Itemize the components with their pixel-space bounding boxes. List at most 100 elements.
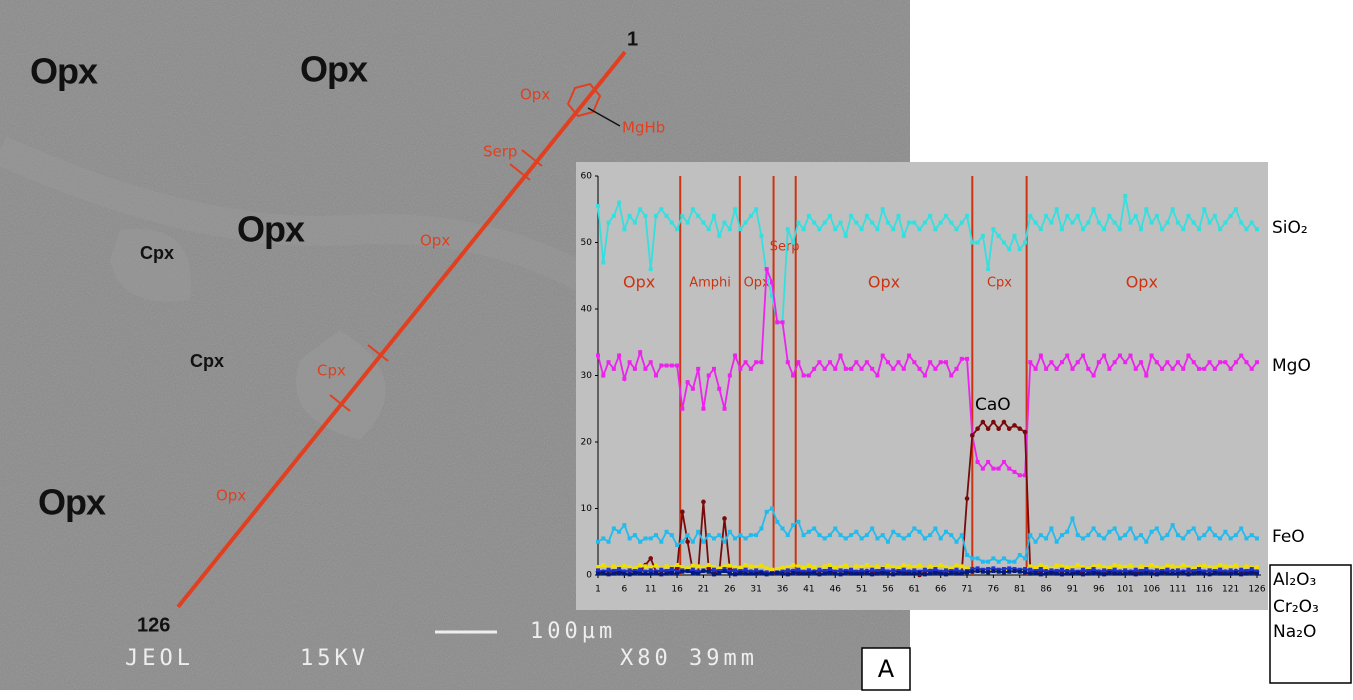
mineral-label: Cpx xyxy=(190,351,224,371)
data-point xyxy=(1160,571,1165,576)
data-point xyxy=(875,569,880,574)
data-point xyxy=(1244,569,1249,574)
data-point xyxy=(954,227,959,232)
x-tick-label: 101 xyxy=(1117,585,1134,595)
x-tick-label: 61 xyxy=(909,585,920,595)
trace-label: Opx xyxy=(520,86,550,104)
trace-label: Cpx xyxy=(317,362,346,380)
x-tick-label: 36 xyxy=(777,585,789,595)
data-point xyxy=(680,213,685,218)
data-point xyxy=(1123,193,1128,198)
data-point xyxy=(933,227,938,232)
data-point xyxy=(1054,366,1059,371)
data-point xyxy=(933,366,938,371)
data-point xyxy=(780,526,785,531)
data-point xyxy=(1128,526,1133,531)
data-point xyxy=(1070,220,1075,225)
data-point xyxy=(596,565,600,570)
data-point xyxy=(938,220,943,225)
data-point xyxy=(659,567,664,572)
data-point xyxy=(1149,353,1154,358)
data-point xyxy=(759,526,764,531)
data-point xyxy=(1107,571,1112,576)
data-point xyxy=(806,571,811,576)
data-point xyxy=(1038,227,1043,232)
y-tick-label: 10 xyxy=(581,504,593,514)
data-point xyxy=(1154,526,1159,531)
data-point xyxy=(1128,571,1133,576)
data-point xyxy=(801,227,806,232)
data-point xyxy=(627,568,632,573)
data-point xyxy=(938,571,943,576)
data-point xyxy=(870,220,875,225)
data-point xyxy=(1249,366,1254,371)
data-point xyxy=(885,539,890,544)
data-point xyxy=(959,220,964,225)
data-point xyxy=(611,526,616,531)
data-point xyxy=(975,240,980,245)
data-point xyxy=(801,373,806,378)
data-point xyxy=(1233,360,1238,365)
data-point xyxy=(1059,564,1064,569)
data-point xyxy=(743,567,748,572)
data-point xyxy=(717,566,722,571)
data-point xyxy=(975,459,980,464)
data-point xyxy=(949,533,954,538)
data-point xyxy=(822,569,827,574)
data-point xyxy=(632,571,637,576)
data-point xyxy=(949,373,954,378)
data-point xyxy=(1202,533,1207,538)
data-point xyxy=(980,233,985,238)
data-point xyxy=(833,366,838,371)
data-point xyxy=(959,564,964,569)
data-point xyxy=(1197,536,1202,541)
data-point xyxy=(738,571,743,576)
data-point xyxy=(1065,213,1070,218)
data-point xyxy=(1091,567,1096,572)
data-point xyxy=(964,496,970,501)
data-point xyxy=(1065,565,1070,570)
data-point xyxy=(685,569,690,574)
data-point xyxy=(1202,563,1207,568)
y-tick-label: 30 xyxy=(581,371,593,381)
data-point xyxy=(664,564,669,569)
data-point xyxy=(838,533,843,538)
data-point xyxy=(1186,353,1191,358)
data-point xyxy=(1239,220,1244,225)
data-point xyxy=(1123,360,1128,365)
data-point xyxy=(785,572,790,577)
data-point xyxy=(996,559,1001,564)
data-point xyxy=(1049,571,1054,576)
data-point xyxy=(706,533,711,538)
data-point xyxy=(922,567,927,572)
data-point xyxy=(748,564,753,569)
point-label: 1 xyxy=(627,28,638,50)
data-point xyxy=(601,571,606,576)
data-point xyxy=(1065,529,1070,534)
data-point xyxy=(748,571,753,576)
data-point xyxy=(1081,567,1086,572)
data-point xyxy=(1112,567,1117,572)
instrument-label: JEOL xyxy=(125,646,194,671)
data-point xyxy=(859,565,864,570)
data-point xyxy=(1070,568,1075,573)
data-point xyxy=(980,559,985,564)
x-tick-label: 6 xyxy=(621,585,627,595)
data-point xyxy=(685,539,690,545)
point-label: 126 xyxy=(137,614,170,636)
data-point xyxy=(743,536,748,541)
data-point xyxy=(1228,568,1233,573)
data-point xyxy=(896,213,901,218)
data-point xyxy=(806,563,811,568)
data-point xyxy=(1033,571,1038,576)
data-point xyxy=(1218,563,1223,568)
data-point xyxy=(1228,536,1233,541)
data-point xyxy=(1207,220,1212,225)
data-point xyxy=(1207,568,1212,573)
data-point xyxy=(669,571,674,576)
data-point xyxy=(754,360,759,365)
data-point xyxy=(922,220,927,225)
data-point xyxy=(991,466,996,471)
data-point xyxy=(1191,569,1196,574)
x-tick-label: 46 xyxy=(830,585,842,595)
